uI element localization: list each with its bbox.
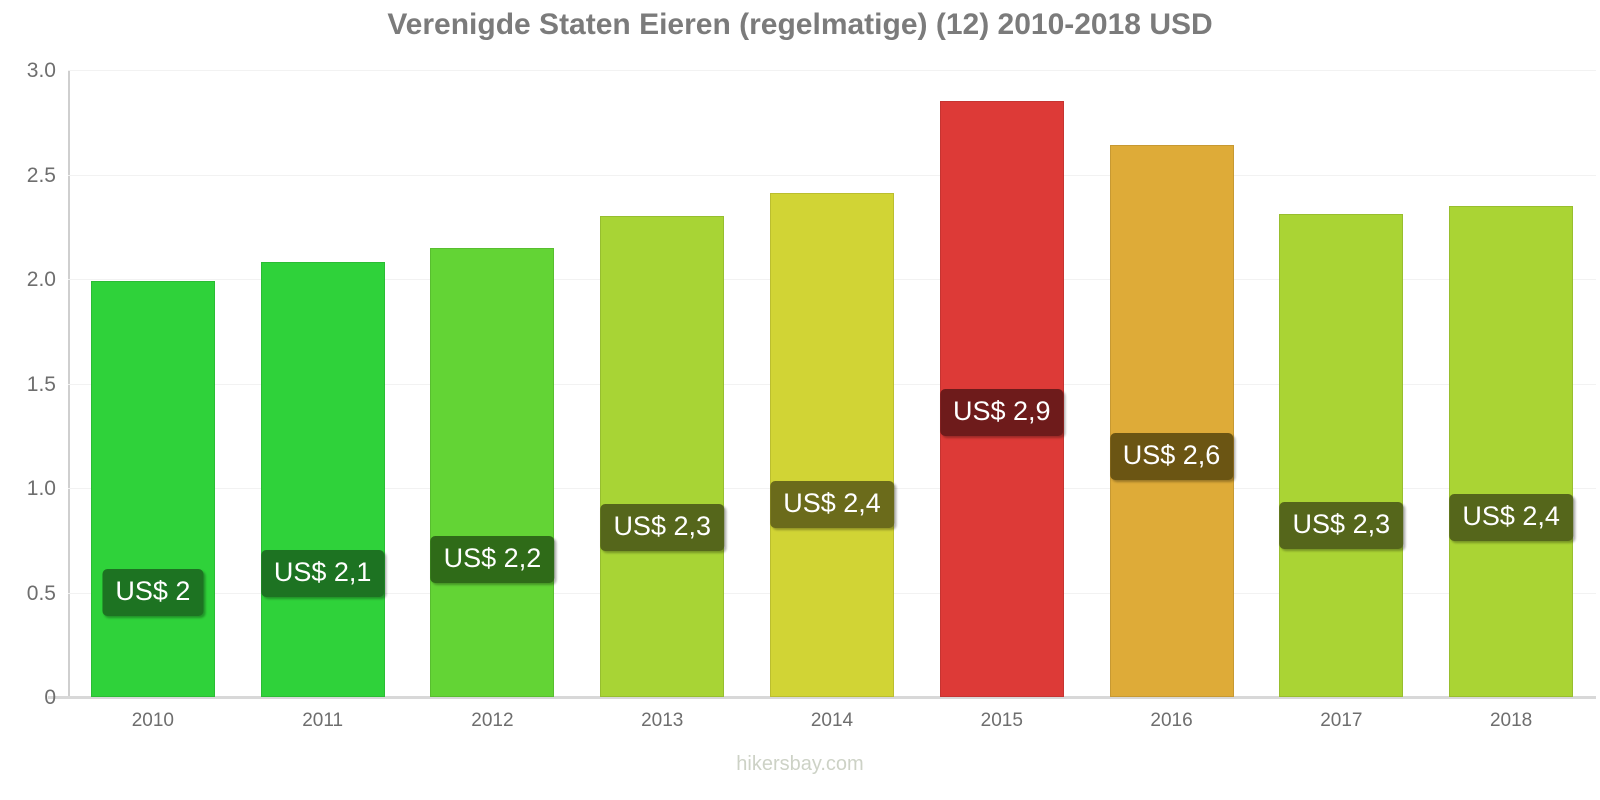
plot-area: US$ 2 US$ 2,1 US$ 2,2 US$ 2,3 US$ 2,4 US$ 2,9… bbox=[68, 70, 1596, 697]
x-axis-line bbox=[48, 696, 1596, 699]
y-axis-tick-label: 2.0 bbox=[26, 268, 56, 291]
bar[interactable] bbox=[260, 262, 385, 697]
gridline bbox=[68, 70, 1596, 71]
bar-value-label: US$ 2 bbox=[102, 569, 204, 617]
x-axis-tick-label: 2011 bbox=[302, 710, 344, 731]
bar-value-label: US$ 2,3 bbox=[1279, 502, 1404, 550]
y-axis-tick-label: 1.0 bbox=[26, 477, 56, 500]
gridline bbox=[68, 174, 1596, 176]
y-axis-tick-label: 3.0 bbox=[26, 59, 56, 82]
y-axis-tick-label: 2.5 bbox=[26, 163, 56, 187]
x-axis-tick-label: 2014 bbox=[810, 710, 854, 731]
bar-value-label: US$ 2,9 bbox=[939, 389, 1064, 437]
chart-title: Verenigde Staten Eieren (regelmatige) (1… bbox=[387, 8, 1213, 41]
bar[interactable] bbox=[1279, 214, 1404, 697]
bar[interactable] bbox=[600, 216, 725, 697]
bar-value-label: US$ 2,2 bbox=[430, 535, 555, 583]
y-axis-tick-label: 1.5 bbox=[26, 372, 56, 396]
x-axis-tick-label: 2018 bbox=[1489, 710, 1533, 731]
y-axis-tick-label: 0.5 bbox=[26, 581, 56, 605]
x-axis-tick-label: 2010 bbox=[131, 710, 175, 731]
bar[interactable] bbox=[90, 281, 215, 697]
bar-value-label: US$ 2,4 bbox=[770, 481, 894, 529]
bar[interactable] bbox=[430, 247, 555, 697]
bar[interactable] bbox=[1449, 205, 1574, 697]
x-axis-tick-label: 2016 bbox=[1150, 710, 1193, 731]
x-axis-tick-label: 2017 bbox=[1320, 710, 1363, 731]
y-axis-tick-label: 0 bbox=[44, 686, 56, 709]
bar-value-label: US$ 2,1 bbox=[260, 550, 385, 598]
bar-value-label: US$ 2,4 bbox=[1449, 493, 1573, 541]
x-axis-tick-label: 2015 bbox=[980, 710, 1023, 731]
bar[interactable] bbox=[770, 193, 894, 697]
x-axis-tick-label: 2013 bbox=[641, 710, 684, 731]
bar-value-label: US$ 2,3 bbox=[600, 504, 724, 552]
x-axis-tick-label: 2012 bbox=[471, 710, 514, 731]
source-watermark: hikersbay.com bbox=[736, 753, 864, 775]
bar-value-label: US$ 2,6 bbox=[1109, 433, 1234, 481]
bar[interactable] bbox=[1109, 145, 1234, 697]
